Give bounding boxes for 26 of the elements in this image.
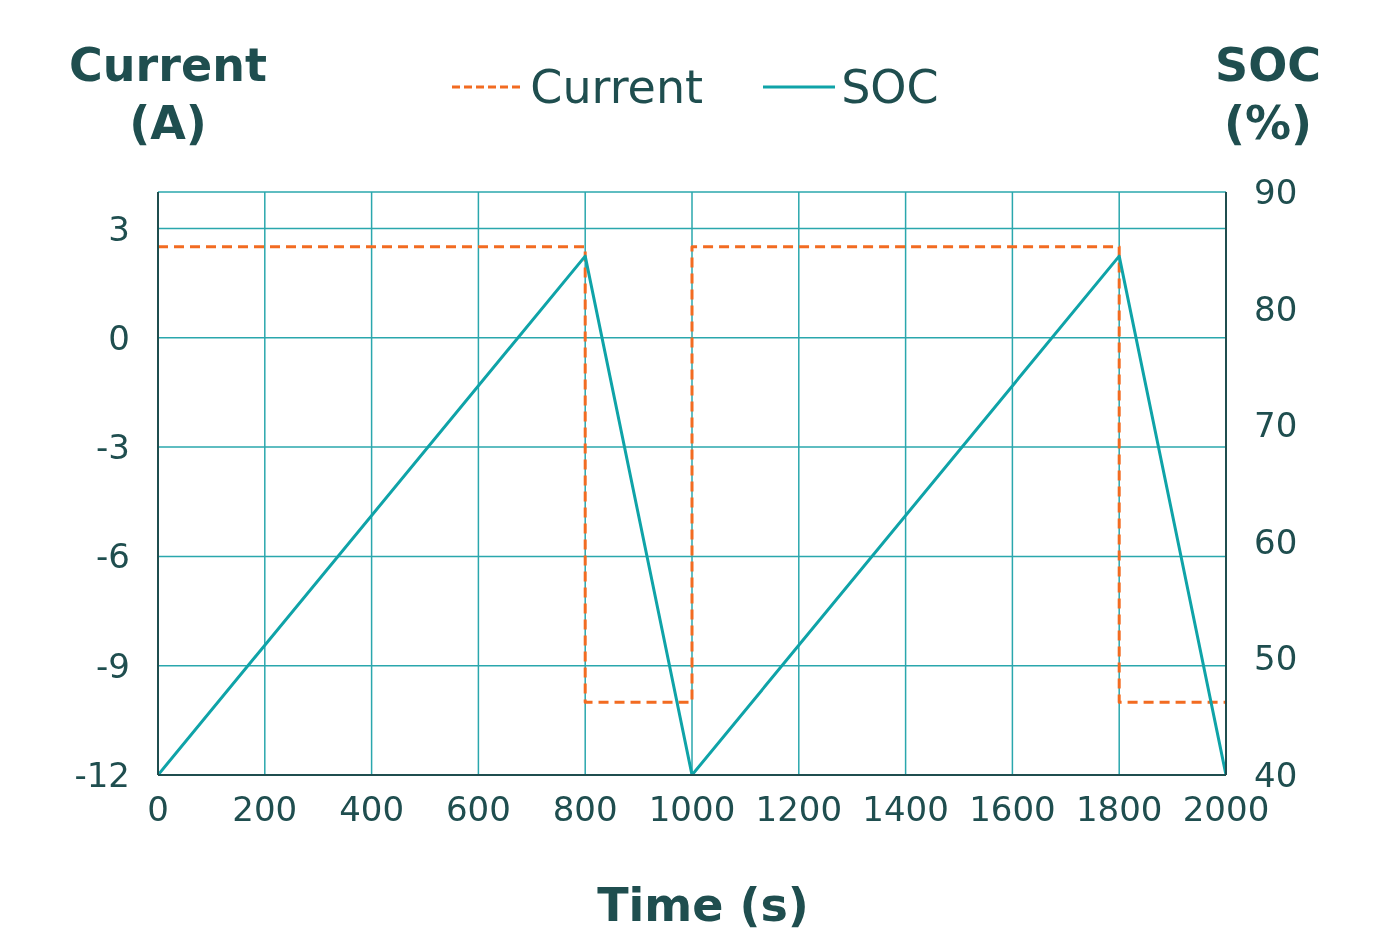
legend-label: Current — [530, 60, 704, 114]
x-tick-label: 400 — [339, 789, 405, 830]
x-tick-label: 600 — [445, 789, 511, 830]
x-tick-label: 1400 — [862, 789, 949, 830]
y-tick-label: -12 — [74, 755, 130, 796]
y2-tick-label: 80 — [1254, 288, 1298, 329]
y2-tick-label: 60 — [1254, 521, 1298, 562]
y2-axis-title: SOC (%) — [1214, 37, 1322, 152]
y-axis-title: Current (A) — [68, 37, 268, 152]
x-tick-label: 0 — [147, 789, 169, 830]
y-tick-label: 0 — [108, 317, 130, 358]
x-tick-label: 1000 — [648, 789, 736, 830]
x-tick-label: 1200 — [755, 789, 843, 830]
x-tick-label: 200 — [232, 789, 298, 830]
y-tick-label: -9 — [96, 645, 130, 686]
y2-tick-label: 70 — [1254, 405, 1298, 446]
x-tick-label: 1800 — [1075, 789, 1163, 830]
y-tick-label: -6 — [96, 536, 130, 577]
x-tick-label: 1600 — [969, 789, 1056, 830]
x-axis-title: Time (s) — [596, 878, 810, 932]
y2-tick-label: 90 — [1254, 172, 1298, 213]
y2-tick-label: 50 — [1254, 638, 1298, 679]
legend-label: SOC — [841, 60, 939, 114]
y-tick-label: 3 — [108, 208, 130, 249]
x-tick-label: 800 — [552, 789, 618, 830]
y-tick-label: -3 — [96, 427, 130, 468]
